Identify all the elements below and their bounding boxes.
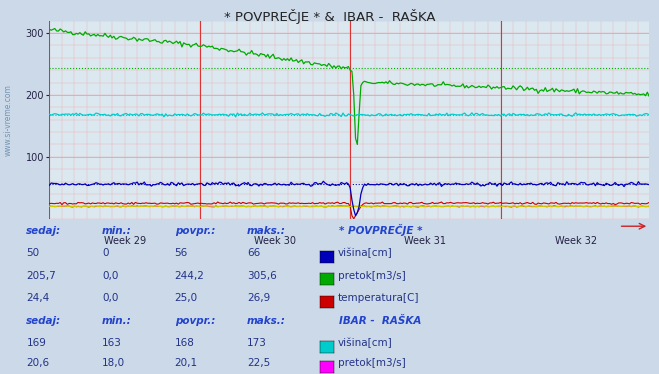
Text: sedaj:: sedaj: [26,316,61,325]
Text: www.si-vreme.com: www.si-vreme.com [3,84,13,156]
Text: višina[cm]: višina[cm] [338,338,393,348]
Text: Week 29: Week 29 [103,236,146,246]
Text: 18,0: 18,0 [102,358,125,368]
Text: 173: 173 [247,338,267,348]
Text: temperatura[C]: temperatura[C] [338,293,420,303]
Text: 163: 163 [102,338,122,348]
Text: 168: 168 [175,338,194,348]
Text: 0,0: 0,0 [102,271,119,280]
Text: 50: 50 [26,248,40,258]
Text: 169: 169 [26,338,46,348]
Text: pretok[m3/s]: pretok[m3/s] [338,358,406,368]
Text: IBAR -  RAŠKA: IBAR - RAŠKA [339,315,422,325]
Text: pretok[m3/s]: pretok[m3/s] [338,271,406,280]
Text: Week 31: Week 31 [405,236,446,246]
Text: 205,7: 205,7 [26,271,56,280]
Text: 66: 66 [247,248,260,258]
Text: 0: 0 [102,248,109,258]
Text: 20,1: 20,1 [175,358,198,368]
Text: povpr.:: povpr.: [175,316,215,325]
Text: 244,2: 244,2 [175,271,204,280]
Text: 20,6: 20,6 [26,358,49,368]
Text: sedaj:: sedaj: [26,226,61,236]
Text: 24,4: 24,4 [26,293,49,303]
Text: Week 32: Week 32 [555,236,597,246]
Text: povpr.:: povpr.: [175,226,215,236]
Text: 56: 56 [175,248,188,258]
Text: 0,0: 0,0 [102,293,119,303]
Text: * POVPREČJE *: * POVPREČJE * [339,224,423,236]
Text: maks.:: maks.: [247,316,286,325]
Text: višina[cm]: višina[cm] [338,248,393,258]
Text: 305,6: 305,6 [247,271,277,280]
Text: maks.:: maks.: [247,226,286,236]
Text: min.:: min.: [102,316,132,325]
Text: 22,5: 22,5 [247,358,270,368]
Text: 25,0: 25,0 [175,293,198,303]
Text: * POVPREČJE * &  IBAR -  RAŠKA: * POVPREČJE * & IBAR - RAŠKA [224,9,435,24]
Text: min.:: min.: [102,226,132,236]
Text: Week 30: Week 30 [254,236,296,246]
Text: 26,9: 26,9 [247,293,270,303]
